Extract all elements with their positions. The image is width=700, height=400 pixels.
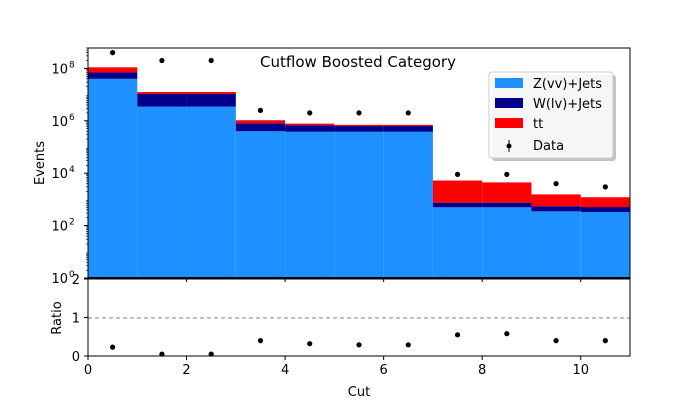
legend-label-data: Data — [533, 139, 564, 154]
data-point — [356, 110, 362, 116]
bar-z-vv-jets-bin-0 — [88, 78, 138, 279]
legend-label-wjets: W(lv)+Jets — [533, 97, 602, 112]
bar-tt-bin-2 — [186, 92, 236, 95]
main-y-tick-exponent: 8 — [69, 60, 75, 70]
x-tick-label: 10 — [572, 363, 589, 378]
main-y-tick-label: 10 — [51, 220, 68, 235]
main-y-tick-label: 10 — [51, 115, 68, 130]
legend-label-tt: tt — [533, 117, 543, 132]
main-y-tick-exponent: 2 — [69, 218, 75, 228]
data-point — [504, 171, 510, 177]
bar-z-vv-jets-bin-7 — [432, 207, 483, 278]
ratio-point — [110, 344, 116, 350]
legend-swatch-wjets — [495, 98, 523, 108]
ratio-point — [159, 351, 165, 357]
data-point — [110, 50, 116, 56]
ratio-y-tick-label: 1 — [72, 312, 80, 327]
ratio-panel: 0 2 4 6 8 10 012 Cut Ratio — [50, 273, 631, 400]
bar-w-lv-jets-bin-3 — [235, 123, 286, 132]
bar-w-lv-jets-bin-2 — [186, 94, 236, 107]
main-y-tick-exponent: 0 — [69, 270, 75, 280]
bar-w-lv-jets-bin-4 — [285, 125, 335, 132]
bar-tt-bin-7 — [432, 180, 483, 203]
ratio-point — [405, 342, 411, 348]
legend-box — [488, 71, 614, 159]
main-y-tick-label: 10 — [51, 272, 68, 287]
ratio-point — [602, 338, 608, 344]
x-axis-label: Cut — [348, 385, 370, 400]
bar-z-vv-jets-bin-1 — [137, 106, 187, 278]
legend-label-zjets: Z(vv)+Jets — [533, 77, 602, 92]
ratio-point — [454, 332, 461, 338]
bar-z-vv-jets-bin-10 — [580, 212, 630, 278]
bar-w-lv-jets-bin-5 — [334, 126, 384, 132]
ratio-point — [208, 351, 214, 357]
legend: Z(vv)+Jets W(lv)+Jets tt Data — [488, 71, 616, 161]
bar-z-vv-jets-bin-5 — [334, 131, 384, 278]
data-point — [159, 57, 165, 64]
ratio-x-ticks: 0 2 4 6 8 10 — [84, 356, 589, 378]
x-tick-label: 2 — [182, 363, 190, 378]
ratio-point — [257, 338, 264, 344]
bar-tt-bin-0 — [88, 67, 138, 73]
data-point — [553, 181, 559, 187]
x-tick-label: 8 — [478, 363, 486, 378]
bar-tt-bin-5 — [334, 124, 384, 127]
x-tick-label: 0 — [84, 363, 92, 378]
main-y-tick-label: 10 — [51, 167, 68, 182]
x-tick-label: 4 — [281, 363, 289, 378]
bar-tt-bin-8 — [482, 182, 532, 203]
bar-tt-bin-6 — [383, 124, 433, 127]
bar-z-vv-jets-bin-9 — [531, 211, 581, 278]
main-y-tick-label: 10 — [51, 62, 68, 77]
bar-z-vv-jets-bin-6 — [383, 131, 433, 278]
bar-tt-bin-9 — [531, 194, 581, 207]
ratio-points — [110, 331, 608, 357]
bar-w-lv-jets-bin-1 — [137, 94, 187, 107]
bar-w-lv-jets-bin-9 — [531, 206, 581, 212]
ratio-y-axis-label: Ratio — [50, 301, 65, 334]
bar-w-lv-jets-bin-10 — [580, 207, 630, 213]
bar-tt-bin-10 — [580, 197, 630, 208]
ratio-point — [504, 331, 510, 337]
main-y-tick-exponent: 4 — [69, 165, 75, 175]
main-y-tick-exponent: 6 — [69, 113, 75, 123]
legend-data-marker — [506, 143, 512, 149]
chart-title: Cutflow Boosted Category — [260, 53, 456, 71]
data-point — [208, 57, 214, 64]
y-axis-label: Events — [33, 141, 48, 185]
bar-w-lv-jets-bin-7 — [432, 202, 483, 208]
bar-tt-bin-1 — [137, 92, 187, 95]
data-point — [405, 110, 411, 116]
bar-w-lv-jets-bin-6 — [383, 126, 433, 132]
data-point — [602, 184, 608, 190]
data-point — [257, 107, 264, 113]
bar-w-lv-jets-bin-8 — [482, 202, 532, 208]
ratio-y-ticks: 0 1 2 — [72, 273, 88, 365]
data-points — [110, 50, 608, 190]
ratio-point — [356, 342, 362, 348]
bar-tt-bin-4 — [285, 123, 335, 126]
legend-swatch-tt — [495, 118, 523, 128]
ratio-y-tick-label: 0 — [72, 350, 80, 365]
bar-z-vv-jets-bin-2 — [186, 106, 236, 278]
bar-z-vv-jets-bin-8 — [482, 207, 532, 278]
bar-tt-bin-3 — [235, 120, 286, 124]
ratio-y-tick-label: 2 — [72, 273, 80, 288]
legend-swatch-zjets — [495, 78, 523, 88]
data-point — [454, 171, 461, 177]
x-tick-label: 6 — [379, 363, 387, 378]
data-point — [307, 110, 313, 116]
ratio-point — [553, 338, 559, 344]
stacked-bars — [88, 67, 630, 279]
bar-z-vv-jets-bin-3 — [235, 131, 286, 278]
ratio-point — [307, 341, 313, 347]
bar-w-lv-jets-bin-0 — [88, 72, 138, 79]
bar-z-vv-jets-bin-4 — [285, 131, 335, 278]
